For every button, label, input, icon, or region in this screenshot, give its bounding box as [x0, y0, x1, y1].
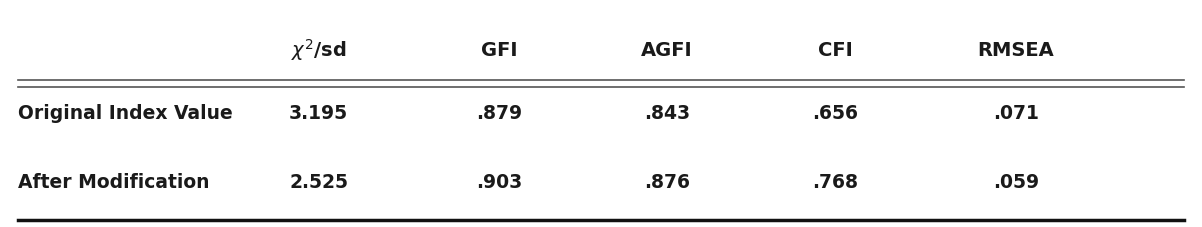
Text: 2.525: 2.525: [288, 172, 349, 191]
Text: AGFI: AGFI: [642, 40, 692, 59]
Text: RMSEA: RMSEA: [977, 40, 1054, 59]
Text: After Modification: After Modification: [18, 172, 209, 191]
Text: Original Index Value: Original Index Value: [18, 104, 233, 123]
Text: .656: .656: [813, 104, 858, 123]
Text: GFI: GFI: [481, 40, 517, 59]
Text: 3.195: 3.195: [288, 104, 349, 123]
Text: .843: .843: [644, 104, 690, 123]
Text: .903: .903: [476, 172, 522, 191]
Text: .059: .059: [993, 172, 1039, 191]
Text: .879: .879: [476, 104, 522, 123]
Text: .876: .876: [644, 172, 690, 191]
Text: .071: .071: [993, 104, 1039, 123]
Text: $\chi^2$/sd: $\chi^2$/sd: [291, 37, 346, 63]
Text: .768: .768: [813, 172, 858, 191]
Text: CFI: CFI: [819, 40, 852, 59]
